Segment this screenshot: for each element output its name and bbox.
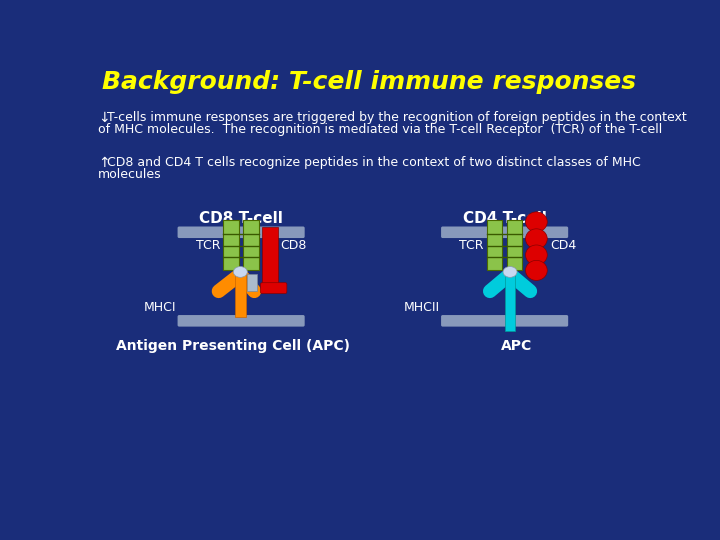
Text: of MHC molecules.  The recognition is mediated via the T-cell Receptor  (TCR) of: of MHC molecules. The recognition is med… [98,123,662,136]
Bar [262,226,277,288]
FancyBboxPatch shape [261,283,287,294]
Text: ↑: ↑ [98,156,109,170]
Text: CD4: CD4 [550,239,577,252]
Text: TCR: TCR [196,239,220,252]
Bar [507,220,523,271]
Text: molecules: molecules [98,168,161,181]
Text: CD8 and CD4 T cells recognize peptides in the context of two distinct classes of: CD8 and CD4 T cells recognize peptides i… [107,156,641,168]
Bar [223,220,239,271]
Text: Antigen Presenting Cell (APC): Antigen Presenting Cell (APC) [117,339,351,353]
Bar [505,271,516,331]
Ellipse shape [526,212,547,232]
Ellipse shape [526,245,547,265]
FancyBboxPatch shape [178,226,305,238]
Text: ↓: ↓ [98,111,109,125]
Text: TCR: TCR [459,239,484,252]
Ellipse shape [526,229,547,249]
Bar [243,220,259,271]
Text: CD8: CD8 [281,239,307,252]
Bar [487,220,503,271]
Text: MHCI: MHCI [143,301,176,314]
Bar [235,271,246,316]
Text: APC: APC [500,339,532,353]
FancyBboxPatch shape [178,315,305,327]
FancyBboxPatch shape [441,226,568,238]
FancyBboxPatch shape [441,315,568,327]
Text: Background: T-cell immune responses: Background: T-cell immune responses [102,70,636,94]
Text: CD8 T-cell: CD8 T-cell [199,211,283,226]
Ellipse shape [233,267,248,278]
Bar [248,274,256,291]
Ellipse shape [526,260,547,280]
Ellipse shape [503,267,517,278]
Text: MHCII: MHCII [403,301,439,314]
Text: CD4 T-cell: CD4 T-cell [463,211,546,226]
Text: T-cells immune responses are triggered by the recognition of foreign peptides in: T-cells immune responses are triggered b… [107,111,687,124]
